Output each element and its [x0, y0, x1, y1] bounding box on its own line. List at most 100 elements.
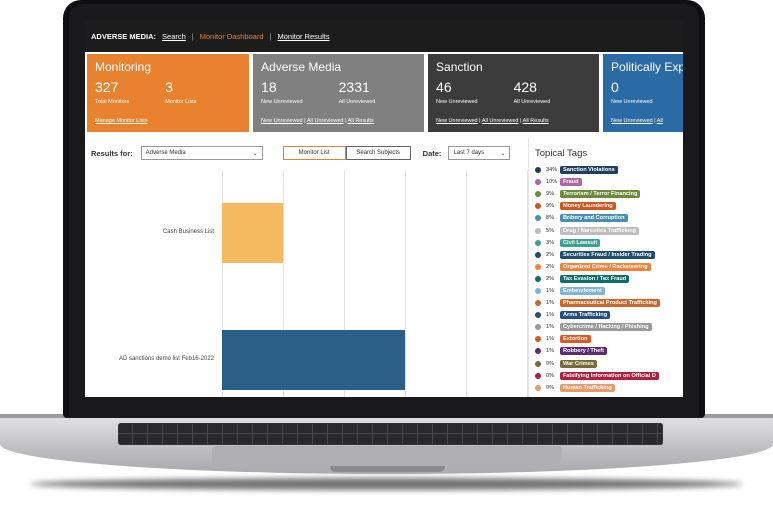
filter-bar: Results for: Adverse Media ⌄ Monitor Lis…: [85, 142, 520, 164]
legend-dot-icon: [535, 167, 541, 174]
topical-tags-list: 34% Sanction Violations 10% Fraud 9% Terroris…: [535, 164, 683, 394]
topical-tag-item[interactable]: 2% Tax Evasion / Tax Fraud: [535, 273, 683, 285]
tag-label: Terrorism / Terror Financing: [560, 190, 641, 199]
tag-percent: 2%: [546, 275, 555, 282]
chart-gridline: [466, 170, 467, 397]
tag-percent: 2%: [546, 263, 555, 270]
topical-tag-item[interactable]: 1% Arms Trafficking: [535, 309, 683, 321]
card-adverse-media: Adverse Media 18 New Unreviewed 2331 All U…: [253, 54, 425, 132]
tag-percent: 10%: [546, 179, 558, 186]
card-sanction: Sanction 46 New Unreviewed 428 All Unrevie…: [428, 54, 600, 132]
nav-link-search[interactable]: Search: [162, 31, 186, 41]
monitor-list-chart: Cash Business List AD sanctions demo list…: [85, 170, 528, 397]
chart-gridline: [527, 170, 528, 397]
all-unreviewed-value: 2331: [338, 79, 370, 95]
topical-tag-item[interactable]: 34% Sanction Violations: [535, 164, 683, 176]
topical-tag-item[interactable]: 2% Organized Crime / Racketeering: [535, 261, 683, 273]
topical-tag-item[interactable]: 8% Bribery and Corruption: [535, 212, 683, 224]
new-unreviewed-link[interactable]: New Unreviewed: [436, 118, 478, 124]
topical-tags-title: Topical Tags: [535, 148, 588, 159]
monitor-list-button[interactable]: Monitor List: [282, 146, 346, 160]
card-politically-exposed: Politically Expo 0 New Unreviewed New Unr…: [603, 54, 683, 132]
chart-bar[interactable]: [222, 203, 283, 263]
topical-tag-item[interactable]: 1% Pharmaceutical Product Trafficking: [535, 297, 683, 309]
tag-percent: 0%: [546, 372, 555, 379]
tag-percent: 9%: [546, 203, 555, 210]
legend-dot-icon: [535, 191, 541, 198]
legend-dot-icon: [535, 300, 541, 307]
tag-percent: 9%: [546, 191, 555, 198]
tag-label: Cybercrime / Hacking / Phishing: [560, 323, 652, 332]
tag-label: Fraud: [560, 178, 582, 187]
topical-tag-item[interactable]: 5% Drug / Narcotics Trafficking: [535, 224, 683, 236]
total-monitors-value: 327: [95, 79, 119, 95]
topical-tag-item[interactable]: 10% Fraud: [535, 176, 683, 188]
chart-bar[interactable]: [222, 330, 405, 390]
topical-tag-item[interactable]: 0% Falsifying Information on Official D: [535, 370, 683, 382]
tag-label: Embezzlement: [560, 286, 605, 295]
all-results-link[interactable]: All Results: [522, 118, 549, 124]
topical-tags-panel: Topical Tags 34% Sanction Violations 10% Fr…: [535, 148, 683, 394]
new-unreviewed-link[interactable]: New Unreviewed: [611, 118, 653, 124]
all-link[interactable]: All: [656, 118, 663, 124]
legend-dot-icon: [535, 384, 541, 391]
date-select[interactable]: Last 7 days ⌄: [448, 146, 511, 160]
topical-tag-item[interactable]: 0% Human Trafficking: [535, 382, 683, 394]
tag-label: Pharmaceutical Product Trafficking: [560, 299, 660, 308]
new-unreviewed-label: New Unreviewed: [436, 99, 478, 105]
tag-percent: 2%: [546, 251, 555, 258]
monitor-lists-value: 3: [165, 79, 174, 95]
topical-tag-item[interactable]: 1% Embezzlement: [535, 285, 683, 297]
legend-dot-icon: [535, 348, 541, 355]
new-unreviewed-value: 18: [261, 79, 277, 95]
tag-label: War Crimes: [560, 359, 597, 368]
tag-percent: 3%: [546, 239, 555, 246]
laptop-shadow: [30, 478, 743, 490]
tag-label: Drug / Narcotics Trafficking: [560, 226, 640, 235]
tag-percent: 34%: [546, 167, 558, 174]
all-unreviewed-link[interactable]: All Unreviewed: [481, 118, 519, 124]
topical-tag-item[interactable]: 3% Civil Lawsuit: [535, 237, 683, 249]
all-unreviewed-label: All Unreviewed: [338, 99, 376, 105]
monitor-lists-label: Monitor Lists: [165, 99, 197, 105]
legend-dot-icon: [535, 372, 541, 379]
results-for-select[interactable]: Adverse Media ⌄: [140, 146, 263, 160]
topical-tag-item[interactable]: 1% Robbery / Theft: [535, 345, 683, 357]
results-for-value: Adverse Media: [145, 150, 186, 156]
nav-link-monitor-results[interactable]: Monitor Results: [277, 31, 330, 41]
tag-label: Securities Fraud / Insider Trading: [560, 250, 655, 259]
legend-dot-icon: [535, 360, 541, 367]
date-value: Last 7 days: [453, 150, 485, 156]
search-subjects-button[interactable]: Search Subjects: [345, 146, 411, 160]
topical-tag-item[interactable]: 9% Money Laundering: [535, 200, 683, 212]
manage-monitor-lists-link[interactable]: Manage Monitor Lists: [95, 118, 148, 124]
topical-tag-item[interactable]: 0% War Crimes: [535, 358, 683, 370]
chart-category-label: Cash Business List: [162, 229, 214, 235]
topical-tag-item[interactable]: 1% Extortion: [535, 333, 683, 345]
new-unreviewed-link[interactable]: New Unreviewed: [261, 118, 303, 124]
legend-dot-icon: [535, 324, 541, 331]
legend-dot-icon: [535, 179, 541, 186]
chart-gridline: [344, 170, 345, 397]
topical-tag-item[interactable]: 2% Securities Fraud / Insider Trading: [535, 249, 683, 261]
new-unreviewed-label: New Unreviewed: [611, 99, 653, 105]
chevron-down-icon: ⌄: [500, 150, 506, 157]
tag-label: Falsifying Information on Official D: [560, 371, 659, 380]
card-title: Politically Expo: [611, 60, 683, 74]
card-title: Sanction: [436, 60, 483, 74]
all-unreviewed-link[interactable]: All Unreviewed: [306, 118, 344, 124]
chart-gridline: [405, 170, 406, 397]
tag-label: Arms Trafficking: [560, 311, 611, 320]
all-results-link[interactable]: All Results: [347, 118, 374, 124]
nav-separator: |: [191, 31, 194, 41]
results-for-label: Results for:: [91, 148, 133, 158]
tag-label: Extortion: [560, 335, 591, 344]
nav-link-monitor-dashboard[interactable]: Monitor Dashboard: [199, 31, 264, 41]
tag-percent: 1%: [546, 348, 555, 355]
topical-tag-item[interactable]: 1% Cybercrime / Hacking / Phishing: [535, 321, 683, 333]
legend-dot-icon: [535, 287, 541, 294]
topical-tag-item[interactable]: 9% Terrorism / Terror Financing: [535, 188, 683, 200]
nav-brand: ADVERSE MEDIA:: [91, 31, 157, 41]
tag-percent: 1%: [546, 287, 555, 294]
